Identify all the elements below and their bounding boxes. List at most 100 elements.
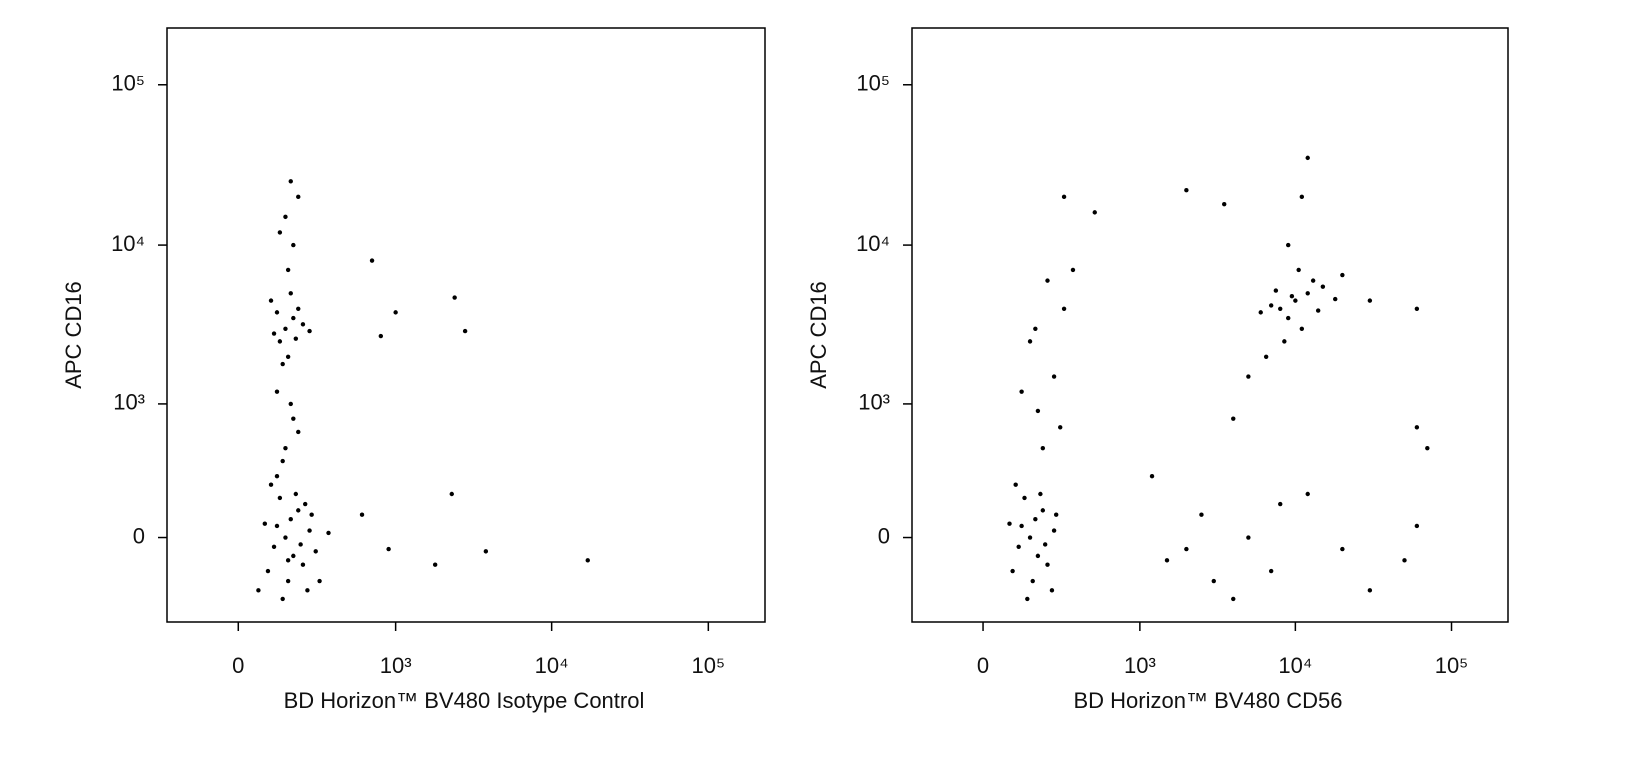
point — [1282, 339, 1287, 344]
point — [285, 267, 291, 273]
point — [1092, 210, 1097, 215]
point — [1340, 272, 1345, 278]
point — [1199, 512, 1204, 517]
point — [1061, 194, 1067, 200]
point — [359, 512, 365, 517]
point — [326, 530, 331, 536]
point — [1305, 491, 1310, 497]
point — [305, 588, 310, 593]
x-tick-label: 10³ — [1124, 653, 1156, 678]
x-tick-label: 0 — [977, 653, 989, 678]
point — [1184, 188, 1189, 193]
y-tick-label: 10⁴ — [111, 231, 145, 256]
point — [274, 310, 280, 315]
point — [1033, 326, 1038, 331]
y-tick-label: 10³ — [858, 390, 890, 415]
point — [274, 389, 280, 394]
point — [1051, 374, 1057, 379]
point — [1305, 291, 1310, 296]
point — [1022, 495, 1027, 501]
point — [313, 549, 318, 554]
point — [296, 429, 301, 435]
point — [1035, 553, 1041, 559]
point — [378, 333, 384, 339]
point — [317, 578, 322, 584]
x-axis-label: BD Horizon™ BV480 CD56 — [1073, 688, 1342, 713]
point — [1033, 516, 1038, 522]
point — [291, 553, 296, 559]
point — [277, 495, 283, 501]
x-axis-label: BD Horizon™ BV480 Isotype Control — [284, 688, 645, 713]
point — [1007, 521, 1012, 526]
point — [1414, 306, 1420, 312]
y-axis-label: APC CD16 — [806, 281, 831, 389]
point — [283, 535, 288, 540]
point — [291, 242, 296, 248]
point — [1231, 596, 1236, 602]
point — [462, 328, 468, 334]
point — [1293, 298, 1298, 303]
point — [274, 523, 280, 529]
point — [1299, 326, 1305, 331]
point — [1016, 544, 1021, 549]
point — [1149, 473, 1155, 479]
point — [1340, 546, 1345, 552]
point — [1035, 408, 1041, 414]
point — [1019, 389, 1024, 394]
point — [1010, 568, 1015, 574]
point — [268, 482, 274, 487]
point — [1164, 558, 1170, 563]
point — [1246, 374, 1251, 379]
point — [271, 331, 277, 336]
point — [1299, 194, 1305, 200]
point — [1278, 501, 1283, 507]
x-tick-label: 0 — [232, 653, 244, 678]
point — [1425, 445, 1430, 451]
point — [1289, 293, 1295, 299]
point — [1040, 445, 1046, 451]
y-axis-label: APC CD16 — [61, 281, 86, 389]
point — [274, 473, 280, 479]
point — [1222, 201, 1227, 207]
point — [285, 354, 291, 359]
point — [1042, 542, 1048, 547]
point — [1367, 588, 1373, 593]
point — [1058, 425, 1063, 430]
x-tick-label: 10⁴ — [535, 653, 569, 678]
point — [1019, 523, 1024, 529]
y-tick-label: 0 — [133, 523, 145, 548]
y-tick-label: 10⁴ — [856, 231, 890, 256]
point — [1030, 578, 1035, 584]
point — [1278, 306, 1283, 312]
point — [1246, 535, 1251, 540]
point — [1263, 354, 1269, 359]
point — [369, 258, 375, 263]
x-tick-label: 10³ — [380, 653, 412, 678]
point — [283, 326, 288, 331]
point — [277, 339, 283, 344]
plot-frame — [166, 27, 766, 623]
point — [288, 179, 293, 184]
point — [288, 291, 293, 296]
point — [1273, 288, 1279, 293]
point — [283, 445, 288, 451]
point — [307, 528, 312, 533]
point — [449, 491, 454, 497]
point — [1286, 242, 1291, 248]
point — [265, 568, 271, 574]
point — [452, 295, 457, 300]
point — [585, 558, 590, 563]
point — [1040, 508, 1046, 513]
plot-frame — [911, 27, 1509, 623]
point — [1027, 535, 1033, 540]
point — [1310, 278, 1316, 283]
point — [296, 508, 301, 513]
point — [1320, 284, 1326, 289]
y-tick-label: 10³ — [113, 390, 145, 415]
point — [432, 562, 438, 567]
point — [1184, 546, 1189, 552]
point — [277, 230, 283, 235]
point — [280, 596, 285, 602]
point — [1070, 267, 1076, 273]
